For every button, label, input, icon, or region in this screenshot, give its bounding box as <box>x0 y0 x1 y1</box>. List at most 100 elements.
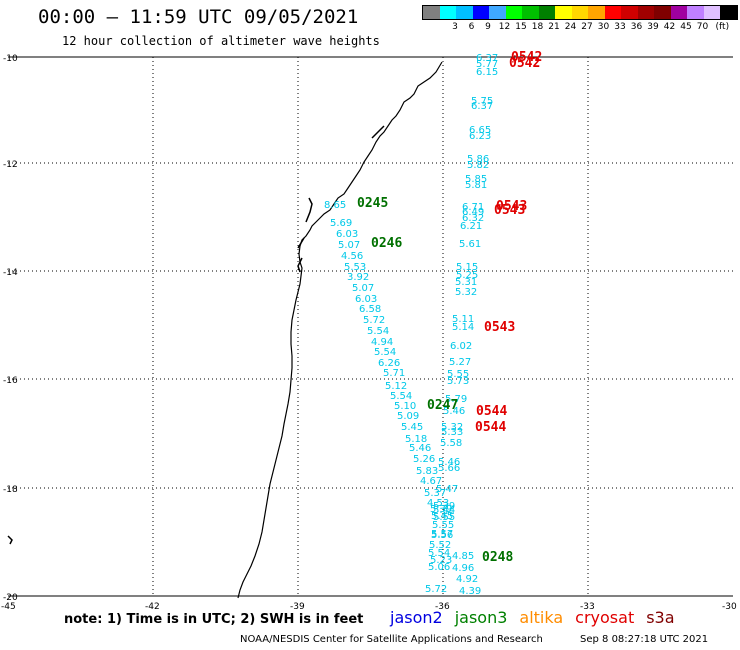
wave-height-label: 5.83 <box>416 466 438 477</box>
color-swatch <box>571 6 588 19</box>
color-scale-labels: 3 6 9 12 15 18 21 24 27 30 33 36 39 42 45 70 (ft) <box>422 20 738 34</box>
wave-height-label: 6.26 <box>378 358 400 369</box>
wave-height-label: 5.86 <box>467 154 489 165</box>
satellite-legend-item: jason3 <box>454 608 508 627</box>
color-scale-unit: (ft) <box>715 22 730 32</box>
color-swatch <box>621 6 638 19</box>
pass-label: 0544 <box>476 404 507 419</box>
wave-height-label: 5.32 <box>455 287 477 298</box>
color-swatch <box>489 6 506 19</box>
color-swatch <box>456 6 473 19</box>
color-swatch <box>522 6 539 19</box>
wave-height-label: 5.45 <box>401 422 423 433</box>
color-swatch <box>670 6 687 19</box>
pass-label: 0247 <box>427 398 458 413</box>
color-swatch <box>538 6 555 19</box>
wave-height-label: 5.23 <box>430 555 452 566</box>
wave-height-label: 5.46 <box>409 443 431 454</box>
wave-height-label: 5.56 <box>431 530 453 541</box>
color-scale-label: 36 <box>630 22 643 32</box>
color-swatch <box>654 6 671 19</box>
lat-tick-label: -20 <box>3 593 18 603</box>
wave-height-label: 5.54 <box>374 347 396 358</box>
coastal-island-shape <box>297 197 313 273</box>
pass-label: 0542 <box>511 50 542 65</box>
lon-tick-label: -42 <box>145 602 160 612</box>
wave-height-label: 5.57 <box>431 529 453 540</box>
color-scale-label: 27 <box>581 22 593 32</box>
wave-height-label: 5.07 <box>352 283 374 294</box>
color-swatch <box>555 6 572 19</box>
wave-height-label: 5.44 <box>433 505 455 516</box>
wave-height-label: 5.55 <box>432 520 454 531</box>
pass-label: 0543 <box>484 320 515 335</box>
wave-height-label: 5.72 <box>363 315 385 326</box>
color-scale-label: 45 <box>680 22 692 32</box>
satellite-legend: jason2 jason3 altika cryosat s3a <box>390 608 687 627</box>
color-swatch <box>439 6 456 19</box>
wave-height-label: 5.39 <box>430 504 452 515</box>
lat-tick-label: -16 <box>3 376 18 386</box>
color-scale-label: 12 <box>498 22 511 32</box>
wave-height-label: 5.77 <box>476 59 498 70</box>
color-swatch <box>703 6 720 19</box>
wave-height-label: 5.14 <box>452 322 474 333</box>
wave-height-label: 6.23 <box>469 131 491 142</box>
wave-height-label: 5.25 <box>456 270 478 281</box>
wave-height-label: 5.27 <box>449 357 471 368</box>
wave-height-label: 5.47 <box>436 484 458 495</box>
color-scale-label: 15 <box>515 22 527 32</box>
wave-height-label: 6.71 <box>462 202 484 213</box>
lon-tick-label: -33 <box>580 602 595 612</box>
wave-height-label: 6.37 <box>476 53 498 64</box>
color-scale-label: 9 <box>485 22 491 32</box>
coastline <box>237 61 443 599</box>
color-scale-label: 39 <box>647 22 659 32</box>
wave-height-label: 5.37 <box>424 488 446 499</box>
wave-height-label: 5.69 <box>330 218 352 229</box>
color-scale-label: 30 <box>597 22 610 32</box>
color-scale-label: 33 <box>614 22 626 32</box>
wave-height-label: 5.09 <box>397 411 419 422</box>
lat-tick-label: -12 <box>3 160 18 170</box>
wave-height-label: 6.32 <box>462 213 484 224</box>
wave-height-label: 5.26 <box>413 454 435 465</box>
wave-height-label: 5.52 <box>429 540 451 551</box>
wave-height-label: 5.72 <box>425 584 447 595</box>
wave-height-label: 5.61 <box>459 239 481 250</box>
wave-height-label: 5.45 <box>431 511 453 522</box>
wave-height-label: 5.85 <box>465 174 487 185</box>
wave-height-label: 5.46 <box>438 457 460 468</box>
pass-label: 0542 <box>509 56 540 71</box>
color-swatch <box>588 6 605 19</box>
color-scale-label: 21 <box>548 22 560 32</box>
wave-height-label: 5.53 <box>344 262 366 273</box>
wave-height-label: 5.66 <box>438 463 460 474</box>
wave-height-label: 6.37 <box>471 101 493 112</box>
wave-height-label: 5.81 <box>465 180 487 191</box>
wave-height-label: 4.96 <box>452 563 474 574</box>
wave-height-label: 4.56 <box>341 251 363 262</box>
pass-label: 0544 <box>475 420 506 435</box>
wave-height-label: 5.11 <box>452 314 474 325</box>
wave-height-label: 6.49 <box>462 207 484 218</box>
credit-text: NOAA/NESDIS Center for Satellite Applica… <box>240 634 543 645</box>
lon-tick-label: -30 <box>722 602 737 612</box>
pass-label: 0245 <box>357 196 388 211</box>
wave-height-label: 5.06 <box>428 562 450 573</box>
wave-height-label: 6.02 <box>450 341 472 352</box>
wave-height-label: 6.65 <box>469 125 491 136</box>
wave-height-label: 5.54 <box>428 548 450 559</box>
wave-height-label: 5.12 <box>385 381 407 392</box>
wave-height-label: 5.39 <box>433 501 455 512</box>
lon-tick-label: -45 <box>1 602 16 612</box>
wave-height-label: 6.15 <box>476 67 498 78</box>
color-swatch <box>505 6 522 19</box>
timestamp-text: Sep 8 08:27:18 UTC 2021 <box>580 634 709 645</box>
wave-height-label: 4.53 <box>427 498 449 509</box>
wave-height-label: 4.94 <box>371 337 393 348</box>
lat-tick-label: -18 <box>3 485 18 495</box>
color-scale-label: 70 <box>696 22 709 32</box>
wave-height-label: 5.58 <box>440 438 462 449</box>
color-scale-label: 6 <box>468 22 475 32</box>
